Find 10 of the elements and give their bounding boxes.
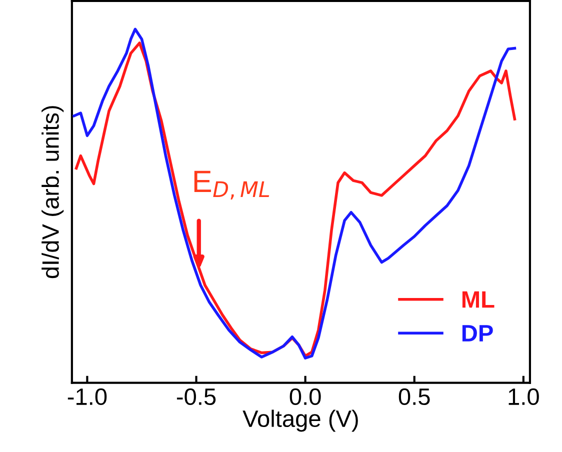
x-tick-label: -1.0 [68,388,107,406]
y-axis-title: dI/dV (arb. units) [42,106,64,278]
annotation: E$_{D,ML}$ [194,170,270,200]
x-tick-label: 0.0 [290,388,321,406]
x-axis-title: Voltage (V) [242,410,358,432]
legend-label: ML [462,291,494,308]
x-tick-label: 0.5 [398,388,430,406]
legend-label: DP [462,325,493,342]
x-tick-label: -0.5 [176,388,216,406]
x-tick-label: 1.0 [508,388,539,406]
